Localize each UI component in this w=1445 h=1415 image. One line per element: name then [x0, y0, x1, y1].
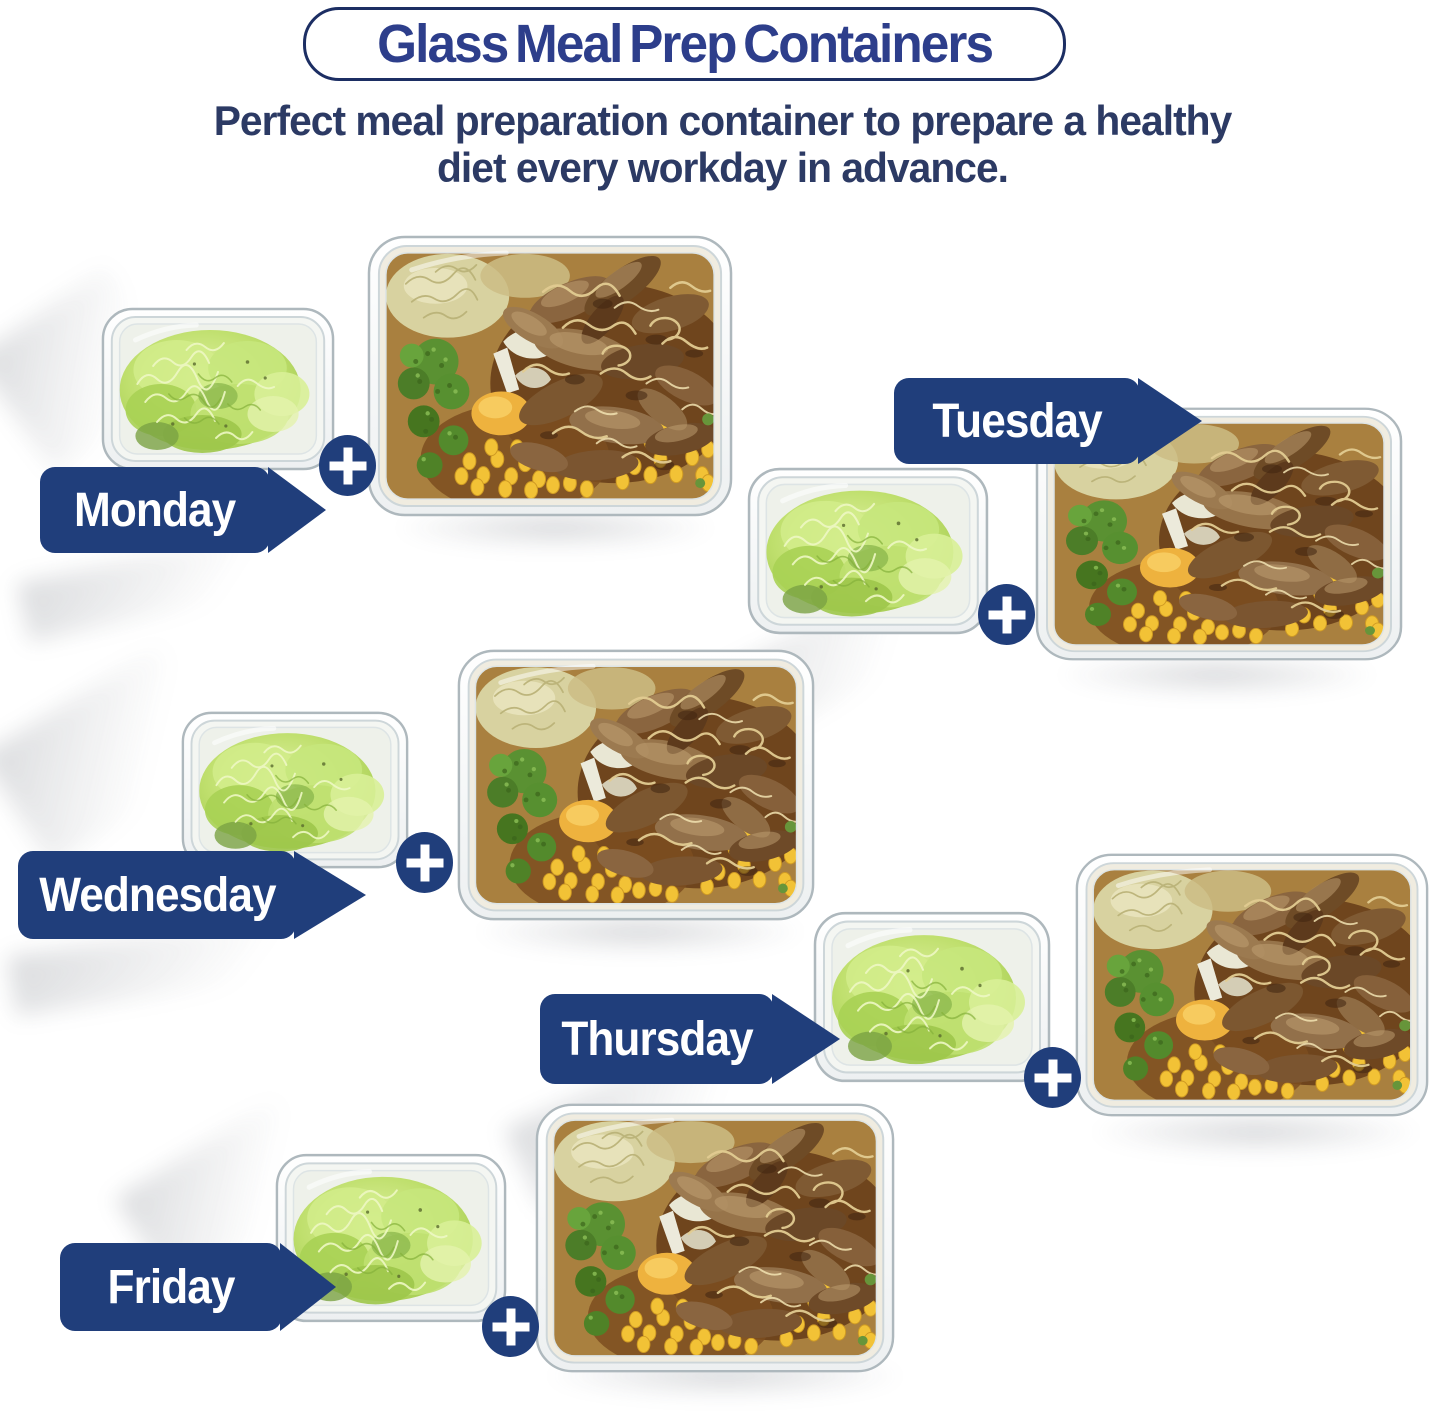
day-banner-monday: Monday	[40, 467, 326, 553]
salad-container-photo	[812, 910, 1052, 1084]
day-banner-wednesday: Wednesday	[18, 851, 366, 939]
banner-body: Monday	[40, 467, 270, 553]
plus-icon	[978, 584, 1035, 645]
meal-container-photo	[534, 1102, 896, 1374]
day-label: Wednesday	[38, 868, 276, 922]
salad-container-photo	[746, 466, 990, 636]
salad-container-photo	[100, 306, 336, 472]
banner-body: Wednesday	[18, 851, 296, 939]
meal-container-photo	[1074, 852, 1430, 1118]
banner-arrow-icon	[268, 467, 326, 553]
plus-bar-vertical	[343, 447, 352, 484]
meal-container-photo	[456, 648, 816, 922]
title-pill: Glass Meal Prep Containers	[303, 7, 1066, 81]
banner-body: Friday	[60, 1243, 282, 1331]
plus-icon	[482, 1296, 539, 1357]
subtitle-line-2: diet every workday in advance.	[437, 144, 1009, 191]
banner-arrow-icon	[1138, 378, 1202, 464]
day-banner-tuesday: Tuesday	[894, 378, 1202, 464]
subtitle: Perfect meal preparation container to pr…	[0, 97, 1445, 191]
subtitle-line-1: Perfect meal preparation container to pr…	[213, 97, 1233, 144]
plus-bar-vertical	[1048, 1059, 1057, 1096]
banner-arrow-icon	[280, 1243, 336, 1331]
plus-icon	[319, 435, 376, 496]
day-label: Monday	[74, 483, 236, 537]
day-banner-friday: Friday	[60, 1243, 336, 1331]
day-label: Thursday	[561, 1012, 753, 1066]
plus-icon	[1024, 1047, 1081, 1108]
banner-arrow-icon	[294, 851, 366, 939]
banner-arrow-icon	[772, 994, 840, 1084]
day-label: Friday	[107, 1260, 235, 1314]
meal-container-photo	[366, 234, 734, 518]
plus-bar-vertical	[506, 1308, 515, 1345]
plus-bar-vertical	[420, 844, 429, 881]
banner-body: Tuesday	[894, 378, 1140, 464]
day-banner-thursday: Thursday	[540, 994, 840, 1084]
day-label: Tuesday	[932, 394, 1102, 448]
page-title: Glass Meal Prep Containers	[377, 14, 994, 74]
salad-container-photo	[180, 710, 410, 870]
plus-icon	[396, 832, 453, 893]
banner-body: Thursday	[540, 994, 774, 1084]
plus-bar-vertical	[1002, 596, 1011, 633]
